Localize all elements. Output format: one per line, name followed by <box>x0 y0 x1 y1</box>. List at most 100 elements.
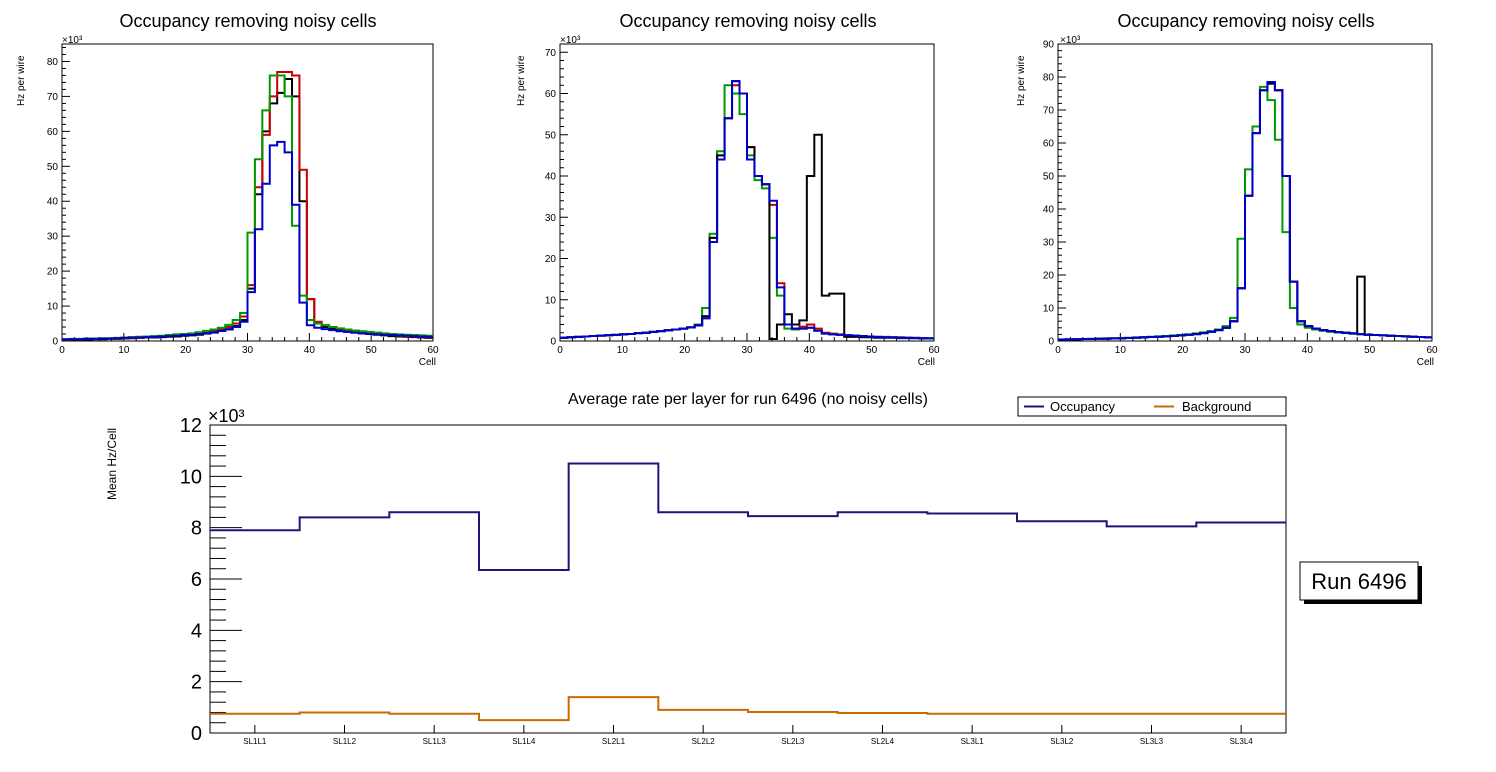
legend: Occupancy Background <box>1017 396 1287 417</box>
y-tick-label: 0 <box>191 723 202 745</box>
y-tick-label: 20 <box>545 254 557 265</box>
run-label: Run 6496 <box>1311 569 1406 594</box>
y-tick-label: 20 <box>1043 271 1055 282</box>
series-background <box>210 696 1286 722</box>
panel-3-title: Occupancy removing noisy cells <box>1117 11 1374 31</box>
legend-entry-occupancy: Occupancy <box>1050 399 1116 414</box>
panel-1-title: Occupancy removing noisy cells <box>119 11 376 31</box>
y-tick-label: 80 <box>1043 73 1055 84</box>
y-tick-label: 70 <box>545 48 557 59</box>
y-tick-label: 30 <box>545 213 557 224</box>
panel-1-ylabel: Hz per wire <box>16 55 27 106</box>
y-tick-label: 50 <box>47 162 59 173</box>
y-tick-label: 10 <box>47 302 59 313</box>
y-tick-label: 10 <box>1043 304 1055 315</box>
y-tick-label: 0 <box>550 337 556 348</box>
x-tick-label: 0 <box>557 345 563 356</box>
y-tick-label: 10 <box>180 466 202 488</box>
category-label: SL2L3 <box>781 737 805 746</box>
panel-3-xlabel: Cell <box>1417 357 1434 368</box>
plot-frame <box>209 424 1287 734</box>
category-label: SL2L4 <box>871 737 895 746</box>
x-tick-label: 50 <box>866 345 878 356</box>
y-tick-label: 0 <box>1048 337 1054 348</box>
y-tick-label: 6 <box>191 569 202 591</box>
x-tick-label: 60 <box>1426 345 1438 356</box>
run-label-box: Run 6496 <box>1299 561 1422 604</box>
x-tick-label: 40 <box>304 345 316 356</box>
y-tick-label: 4 <box>191 620 202 642</box>
x-tick-label: 10 <box>1115 345 1127 356</box>
legend-box <box>1017 396 1287 417</box>
y-tick-label: 0 <box>52 337 58 348</box>
series-blue <box>560 80 934 340</box>
average-rate-y-exponent: ×10³ <box>208 406 245 426</box>
occupancy-panel-2: Occupancy removing noisy cells Hz per wi… <box>516 11 940 368</box>
series-blue <box>1058 80 1432 341</box>
y-tick-label: 20 <box>47 267 59 278</box>
panel-2-title: Occupancy removing noisy cells <box>619 11 876 31</box>
x-tick-label: 50 <box>1364 345 1376 356</box>
series-blue <box>62 140 433 341</box>
y-tick-label: 2 <box>191 672 202 694</box>
x-tick-label: 20 <box>679 345 691 356</box>
y-tick-label: 80 <box>47 57 59 68</box>
category-label: SL1L4 <box>512 737 536 746</box>
category-label: SL3L1 <box>961 737 985 746</box>
category-label: SL2L1 <box>602 737 626 746</box>
category-label: SL1L2 <box>333 737 357 746</box>
x-tick-label: 0 <box>1055 345 1061 356</box>
y-tick-label: 40 <box>545 172 557 183</box>
panel-1-y-exponent: ×10³ <box>62 35 83 46</box>
legend-entry-background: Background <box>1182 399 1251 414</box>
occupancy-panel-1: Occupancy removing noisy cells Hz per wi… <box>16 11 439 368</box>
x-tick-label: 40 <box>1302 345 1314 356</box>
x-tick-label: 10 <box>118 345 130 356</box>
series-occupancy <box>210 462 1286 572</box>
category-label: SL3L3 <box>1140 737 1164 746</box>
x-tick-label: 30 <box>242 345 254 356</box>
y-tick-label: 8 <box>191 518 202 540</box>
average-rate-ylabel: Mean Hz/Cell <box>105 428 119 500</box>
panel-3-y-exponent: ×10³ <box>1060 35 1081 46</box>
y-tick-label: 60 <box>47 127 59 138</box>
category-label: SL1L1 <box>243 737 267 746</box>
x-tick-label: 40 <box>804 345 816 356</box>
y-tick-label: 60 <box>1043 139 1055 150</box>
y-tick-label: 70 <box>47 92 59 103</box>
x-tick-label: 30 <box>1239 345 1251 356</box>
y-tick-label: 50 <box>545 130 557 141</box>
plot-frame <box>559 43 935 342</box>
y-tick-label: 50 <box>1043 172 1055 183</box>
y-tick-label: 10 <box>545 295 557 306</box>
y-tick-label: 90 <box>1043 40 1055 51</box>
x-tick-label: 50 <box>366 345 378 356</box>
panel-2-ylabel: Hz per wire <box>516 55 527 106</box>
x-tick-label: 30 <box>741 345 753 356</box>
panel-3-ylabel: Hz per wire <box>1016 55 1027 106</box>
run-label-frame <box>1299 561 1419 601</box>
category-label: SL2L2 <box>692 737 716 746</box>
y-tick-label: 30 <box>1043 238 1055 249</box>
y-tick-label: 40 <box>47 197 59 208</box>
y-tick-label: 70 <box>1043 106 1055 117</box>
x-tick-label: 0 <box>59 345 65 356</box>
x-tick-label: 10 <box>617 345 629 356</box>
y-tick-label: 60 <box>545 89 557 100</box>
category-label: SL3L4 <box>1230 737 1254 746</box>
panel-1-xlabel: Cell <box>419 357 436 368</box>
panel-2-xlabel: Cell <box>918 357 935 368</box>
category-label: SL3L2 <box>1050 737 1074 746</box>
y-tick-label: 40 <box>1043 205 1055 216</box>
category-label: SL1L3 <box>423 737 447 746</box>
average-rate-panel: Average rate per layer for run 6496 (no … <box>105 391 1287 746</box>
y-tick-label: 30 <box>47 232 59 243</box>
occupancy-panel-3: Occupancy removing noisy cells Hz per wi… <box>1016 11 1438 368</box>
x-tick-label: 60 <box>427 345 439 356</box>
x-tick-label: 20 <box>180 345 192 356</box>
x-tick-label: 20 <box>1177 345 1189 356</box>
x-tick-label: 60 <box>928 345 940 356</box>
panel-2-y-exponent: ×10³ <box>560 35 581 46</box>
y-tick-label: 12 <box>180 415 202 437</box>
